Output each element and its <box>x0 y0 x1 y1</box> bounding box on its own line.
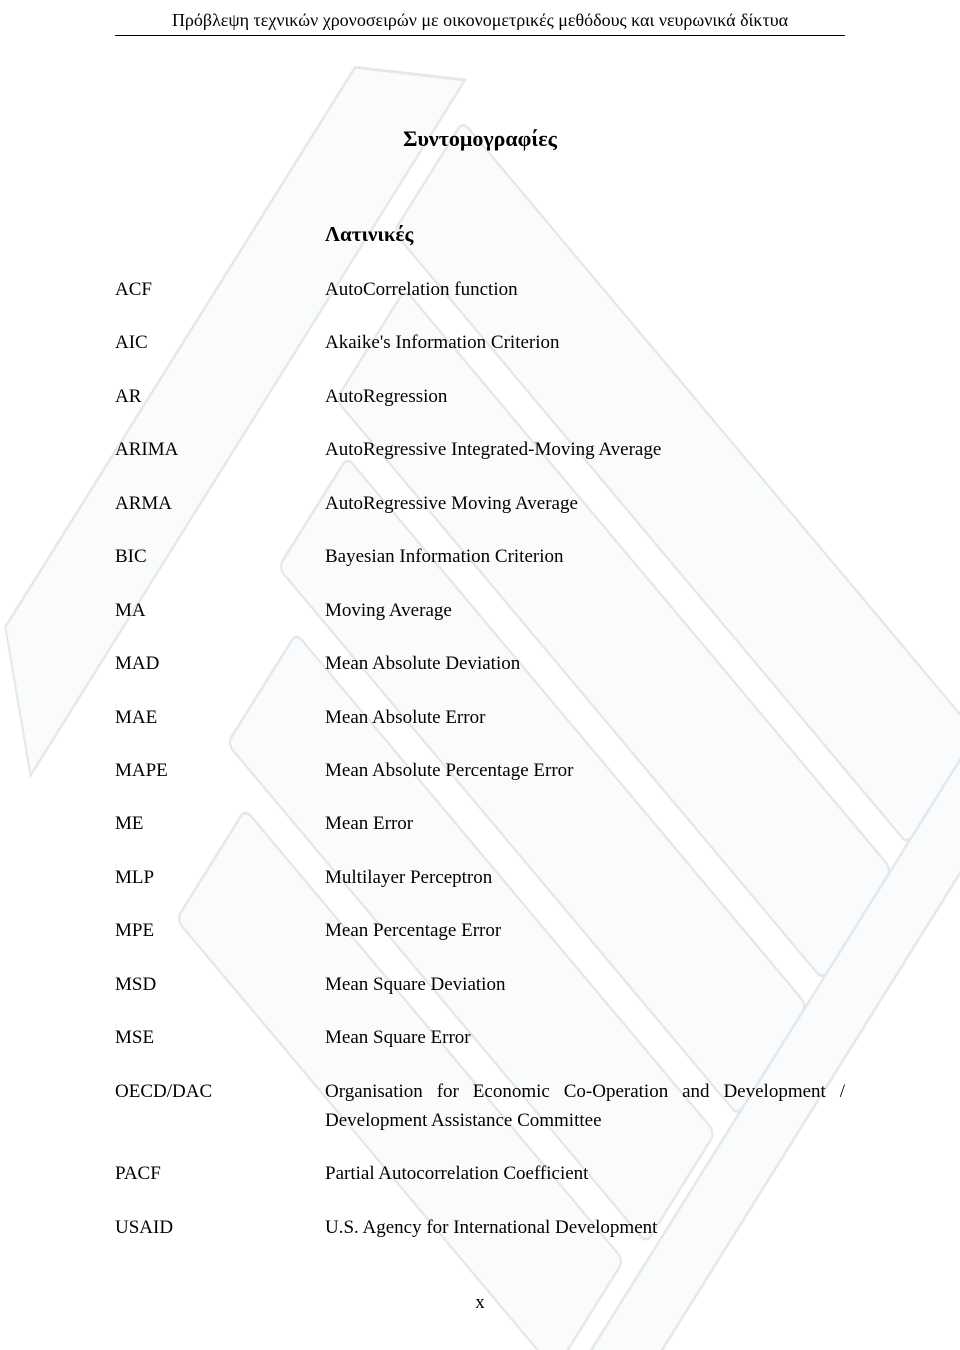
abbr: MSE <box>115 1023 325 1052</box>
definition-row: MAEMean Absolute Error <box>115 703 845 732</box>
section-heading: Συντομογραφίες <box>115 126 845 152</box>
page-number: x <box>0 1292 960 1314</box>
page-content: Πρόβλεψη τεχνικών χρονοσειρών με οικονομ… <box>0 0 960 1242</box>
definition-row: MPEMean Percentage Error <box>115 916 845 945</box>
abbr: MSD <box>115 970 325 999</box>
definition: Organisation for Economic Co-Operation a… <box>325 1077 845 1136</box>
definition: Mean Absolute Percentage Error <box>325 756 845 785</box>
definition: Mean Percentage Error <box>325 916 845 945</box>
abbr: USAID <box>115 1213 325 1242</box>
definition-row: BICBayesian Information Criterion <box>115 542 845 571</box>
definition: Bayesian Information Criterion <box>325 542 845 571</box>
column-heading: Λατινικές <box>115 222 845 247</box>
abbr: MPE <box>115 916 325 945</box>
abbr: ME <box>115 809 325 838</box>
definition: Mean Square Error <box>325 1023 845 1052</box>
definition: Mean Absolute Deviation <box>325 649 845 678</box>
definition-row: ARAutoRegression <box>115 382 845 411</box>
definition: Mean Square Deviation <box>325 970 845 999</box>
abbr: MAE <box>115 703 325 732</box>
definition-row: MSDMean Square Deviation <box>115 970 845 999</box>
definition-row: MAMoving Average <box>115 596 845 625</box>
definition-row: OECD/DACOrganisation for Economic Co-Ope… <box>115 1077 845 1136</box>
abbr: MA <box>115 596 325 625</box>
definition: Multilayer Perceptron <box>325 863 845 892</box>
definition: Partial Autocorrelation Coefficient <box>325 1159 845 1188</box>
definition: AutoRegression <box>325 382 845 411</box>
definition-row: AICAkaike's Information Criterion <box>115 328 845 357</box>
abbr: AR <box>115 382 325 411</box>
header-rule <box>115 35 845 36</box>
abbr: MAD <box>115 649 325 678</box>
definition-row: ARIMAAutoRegressive Integrated-Moving Av… <box>115 435 845 464</box>
definition-row: PACFPartial Autocorrelation Coefficient <box>115 1159 845 1188</box>
definition: AutoRegressive Integrated-Moving Average <box>325 435 845 464</box>
abbr: MLP <box>115 863 325 892</box>
definition: Akaike's Information Criterion <box>325 328 845 357</box>
definition: AutoCorrelation function <box>325 275 845 304</box>
abbr: MAPE <box>115 756 325 785</box>
definition-row: MEMean Error <box>115 809 845 838</box>
abbr: ARIMA <box>115 435 325 464</box>
abbr: ARMA <box>115 489 325 518</box>
abbr: PACF <box>115 1159 325 1188</box>
definition-row: USAIDU.S. Agency for International Devel… <box>115 1213 845 1242</box>
running-title: Πρόβλεψη τεχνικών χρονοσειρών με οικονομ… <box>115 10 845 35</box>
definition-row: MAPEMean Absolute Percentage Error <box>115 756 845 785</box>
abbr: BIC <box>115 542 325 571</box>
definition: AutoRegressive Moving Average <box>325 489 845 518</box>
abbr: AIC <box>115 328 325 357</box>
definition-row: MSEMean Square Error <box>115 1023 845 1052</box>
definition: Mean Error <box>325 809 845 838</box>
definition: U.S. Agency for International Developmen… <box>325 1213 845 1242</box>
abbr: ACF <box>115 275 325 304</box>
abbr: OECD/DAC <box>115 1077 325 1106</box>
definition-row: MADMean Absolute Deviation <box>115 649 845 678</box>
definition-row: ARMAAutoRegressive Moving Average <box>115 489 845 518</box>
definition-row: ACFAutoCorrelation function <box>115 275 845 304</box>
definition: Mean Absolute Error <box>325 703 845 732</box>
definition: Moving Average <box>325 596 845 625</box>
definitions-list: ACFAutoCorrelation function AICAkaike's … <box>115 275 845 1242</box>
definition-row: MLPMultilayer Perceptron <box>115 863 845 892</box>
page-header: Πρόβλεψη τεχνικών χρονοσειρών με οικονομ… <box>115 0 845 36</box>
